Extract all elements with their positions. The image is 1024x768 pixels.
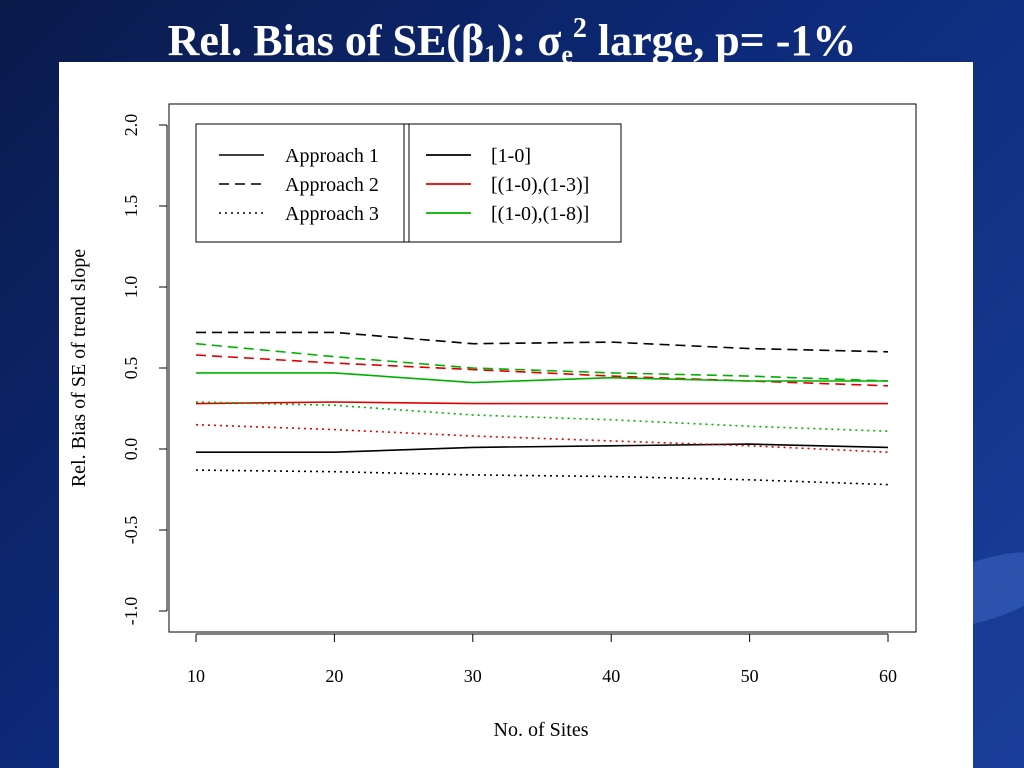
legend-entry-label: [(1-0),(1-3)] bbox=[491, 174, 589, 196]
series-line bbox=[195, 401, 888, 405]
series-line bbox=[196, 331, 889, 353]
series-line bbox=[196, 372, 888, 384]
x-axis-label: No. of Sites bbox=[494, 719, 589, 741]
series-line bbox=[195, 342, 889, 382]
y-tick-label: 1.0 bbox=[121, 276, 141, 299]
y-tick-label: 2.0 bbox=[121, 114, 141, 137]
plot-area: 10 20 30 40 50 60 -1.0 -0.5 0.0 0.5 1.0 1.5 2.0 No.… bbox=[59, 62, 973, 768]
y-axis: -1.0 -0.5 0.0 0.5 1.0 1.5 2.0 bbox=[121, 114, 168, 626]
title-end: large, p= -1% bbox=[586, 16, 857, 65]
y-tick-label: 0.0 bbox=[121, 438, 141, 461]
y-tick-label: 1.5 bbox=[121, 195, 141, 218]
legend-entry-label: Approach 2 bbox=[285, 174, 379, 196]
legend-entry-label: [1-0] bbox=[491, 145, 531, 167]
x-tick-label: 60 bbox=[879, 666, 897, 686]
x-tick-label: 20 bbox=[325, 666, 343, 686]
series-line bbox=[196, 443, 889, 454]
x-tick-label: 40 bbox=[602, 666, 620, 686]
series-line bbox=[195, 401, 889, 432]
slide-title: Rel. Bias of SE(β1): σe2 large, p= -1% bbox=[0, 0, 1024, 69]
legend-entry-label: [(1-0),(1-8)] bbox=[491, 203, 589, 225]
line-chart: 10 20 30 40 50 60 -1.0 -0.5 0.0 0.5 1.0 1.5 2.0 No.… bbox=[68, 103, 917, 741]
title-mid: ): σ bbox=[497, 16, 562, 65]
title-main: Rel. Bias of SE(β bbox=[167, 16, 485, 65]
series-layer bbox=[195, 331, 889, 486]
y-tick-label: 0.5 bbox=[121, 357, 141, 380]
legend-entry-label: Approach 1 bbox=[285, 145, 379, 167]
title-superscript-2: 2 bbox=[572, 13, 587, 44]
y-axis-label: Rel. Bias of SE of trend slope bbox=[68, 249, 90, 487]
title-subscript-e: e bbox=[561, 40, 573, 69]
x-tick-label: 30 bbox=[464, 666, 482, 686]
y-tick-label: -1.0 bbox=[121, 597, 141, 626]
title-subscript-1: 1 bbox=[484, 40, 498, 69]
plot-frame bbox=[168, 103, 917, 633]
legend-entry-label: Approach 3 bbox=[285, 203, 379, 225]
x-tick-label: 10 bbox=[187, 666, 205, 686]
legend: Approach 1 Approach 2 Approach 3 [1-0] [(1-0… bbox=[195, 123, 622, 243]
y-tick-label: -0.5 bbox=[121, 516, 141, 545]
series-line bbox=[195, 469, 889, 486]
x-axis: 10 20 30 40 50 60 bbox=[187, 633, 897, 686]
x-tick-label: 50 bbox=[741, 666, 759, 686]
series-line bbox=[195, 423, 889, 453]
